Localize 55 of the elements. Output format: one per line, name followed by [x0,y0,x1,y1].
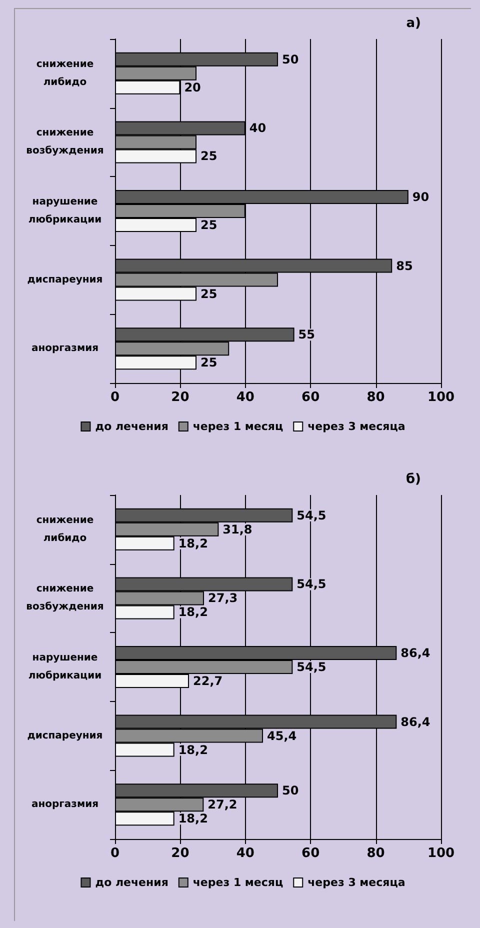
x-tick-label: 20 [171,390,190,405]
x-tick-label: 60 [302,846,320,861]
data-label: 25 [200,356,218,370]
x-tick-label: 40 [236,846,254,861]
data-label: 54,5 [296,660,326,674]
x-tick-label: 80 [366,846,385,861]
legend-label: до лечения [95,876,168,889]
data-label: 18,2 [178,605,208,620]
data-label: 22,7 [193,674,223,688]
data-label: 27,3 [208,591,238,606]
data-label: 25 [200,286,218,301]
text: б) [406,472,422,487]
data-label: 86,4 [400,646,430,660]
data-label: 86,4 [400,714,430,729]
data-label: 31,8 [222,522,252,536]
x-tick-label: 100 [427,846,455,861]
data-label: 45,4 [267,728,297,743]
data-label: 54,5 [296,577,326,592]
data-label: 25 [200,149,218,164]
y-tick-label: аноргазмия [31,799,99,810]
x-tick-label: 0 [110,390,120,405]
y-tick-label: нарушение любрикации [28,652,102,682]
y-tick-label: аноргазмия [31,343,99,354]
data-label: 25 [200,218,218,232]
data-label: 20 [184,80,201,94]
data-label: 18,2 [178,536,208,550]
data-label: 50 [282,52,299,66]
legend-label: через 3 месяца [308,876,406,889]
data-label: 54,5 [296,508,326,522]
y-tick-label: снижение возбуждения [26,128,104,157]
x-tick-label: 40 [236,390,254,405]
legend-label: через 3 месяца [308,420,406,433]
data-label: 27,2 [208,798,238,812]
legend-label: через 1 месяц [192,876,284,889]
y-tick-label: диспареуния [27,730,103,742]
data-label: 18,2 [178,812,208,826]
y-tick-label: диспареуния [27,274,103,286]
text: а) [406,16,422,31]
y-tick-label: снижение либидо [36,58,94,88]
x-tick-label: 20 [171,846,190,861]
x-tick-label: 60 [302,390,320,405]
y-tick-label: нарушение любрикации [28,196,102,226]
x-tick-label: 100 [427,390,455,405]
data-label: 18,2 [178,742,208,757]
legend-label: до лечения [95,420,168,433]
x-tick-label: 80 [366,390,385,405]
y-tick-label: снижение либидо [36,514,94,544]
data-label: 50 [282,784,299,798]
y-tick-label: снижение возбуждения [26,584,104,613]
data-label: 90 [412,190,430,204]
data-label: 55 [298,328,316,342]
data-label: 40 [249,121,266,136]
legend-label: через 1 месяц [192,420,284,433]
data-label: 85 [396,258,413,273]
x-tick-label: 0 [110,846,120,861]
